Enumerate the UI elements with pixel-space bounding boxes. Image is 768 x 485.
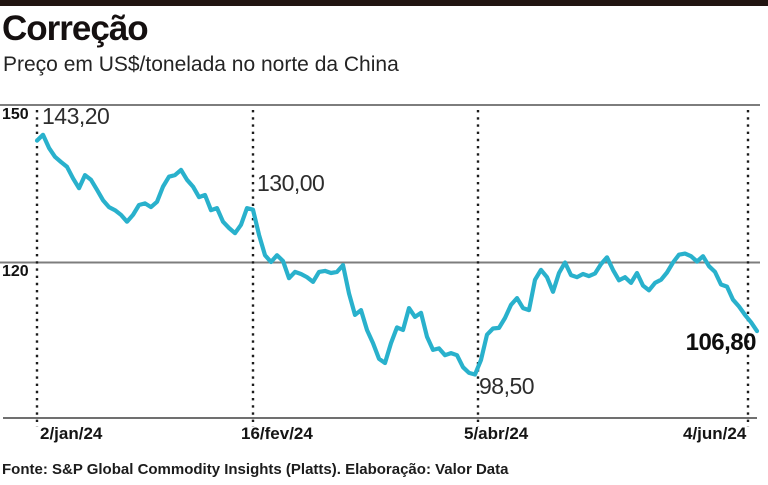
annotation-start-price: 143,20	[42, 103, 110, 129]
y-tick-150: 150	[2, 106, 29, 123]
source-credit: Fonte: S&P Global Commodity Insights (Pl…	[2, 461, 509, 478]
annotation-feb-price: 130,00	[257, 170, 325, 196]
price-series-line	[34, 132, 760, 377]
chart-subtitle: Preço em US$/tonelada no norte da China	[3, 53, 399, 76]
x-tick-4jun24: 4/jun/24	[683, 424, 747, 443]
top-accent-bar	[0, 0, 768, 6]
x-tick-16fev24: 16/fev/24	[241, 424, 313, 443]
x-tick-2jan24: 2/jan/24	[40, 424, 103, 443]
annotation-april-low: 98,50	[479, 373, 535, 399]
date-dotted-lines	[35, 110, 750, 427]
y-tick-120: 120	[2, 263, 29, 280]
chart-title: Correção	[2, 9, 149, 48]
x-tick-5abr24: 5/abr/24	[464, 424, 529, 443]
annotation-latest-price: 106,80	[685, 329, 757, 356]
